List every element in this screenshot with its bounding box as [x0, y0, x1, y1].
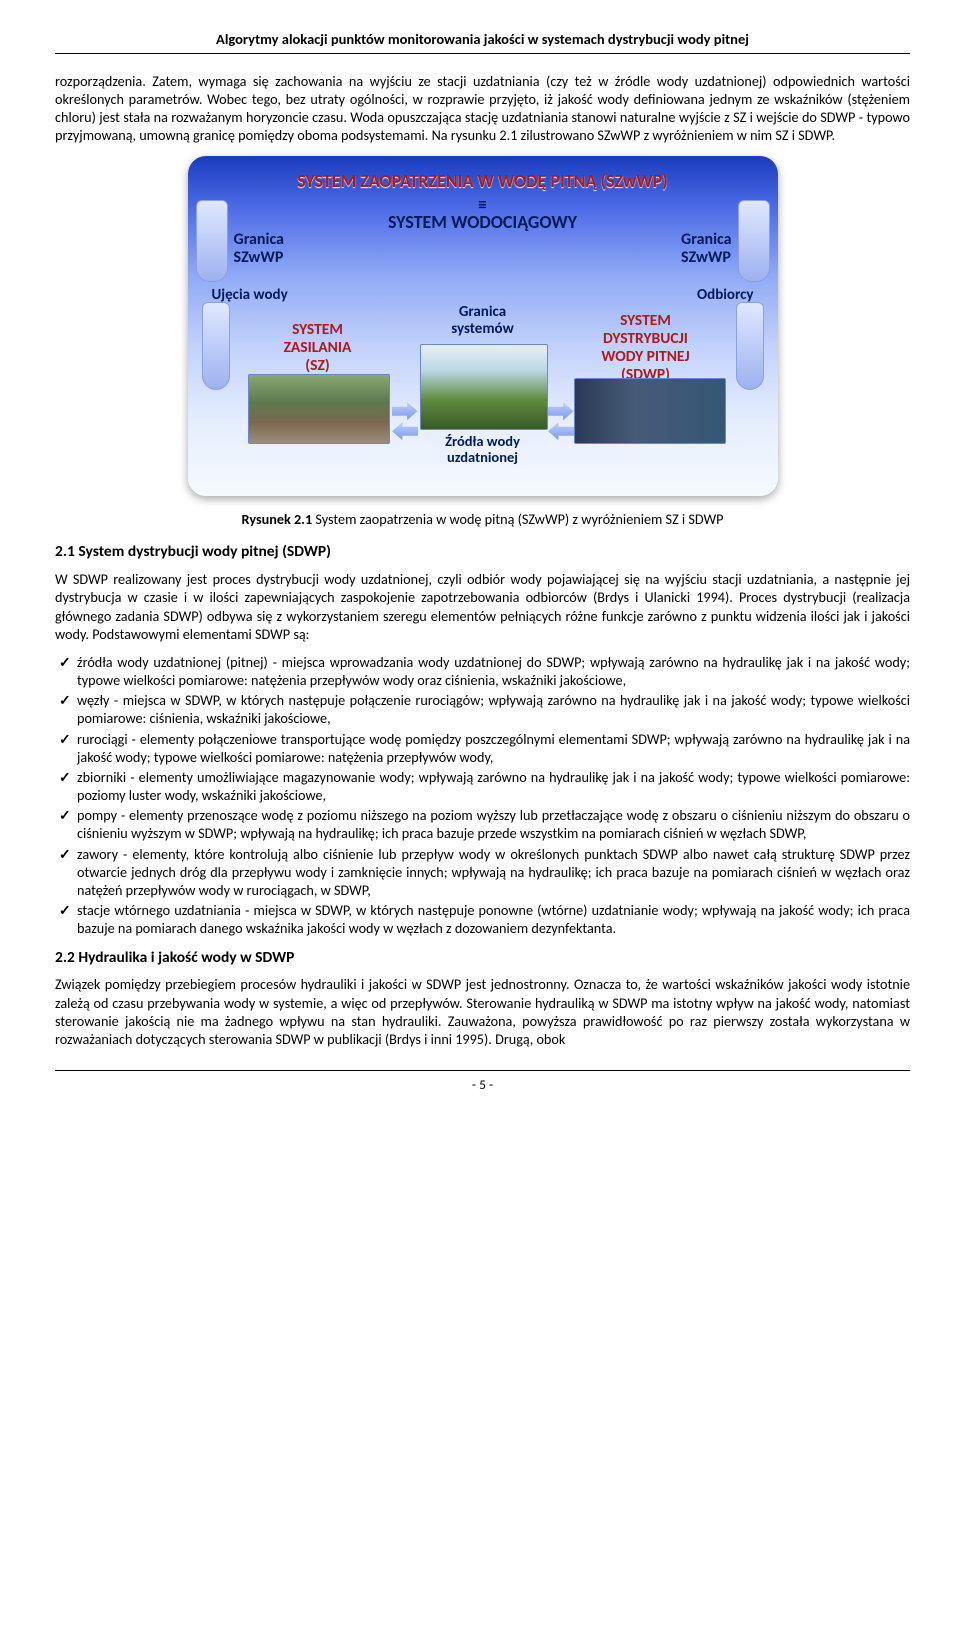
box-sdwp: SYSTEM DYSTRYBUCJI WODY PITNEJ (SDWP): [566, 312, 726, 383]
granica-left-label: Granica SZwWP: [234, 231, 284, 266]
granica-right-label: Granica SZwWP: [681, 231, 731, 266]
granica-systemow-label: Granica systemów: [426, 304, 540, 337]
figure-caption: Rysunek 2.1 System zaopatrzenia w wodę p…: [55, 510, 910, 528]
list-item: zawory - elementy, które kontrolują albo…: [55, 845, 910, 900]
section-2-1-title: 2.1 System dystrybucji wody pitnej (SDWP…: [55, 542, 910, 562]
caption-label: Rysunek 2.1: [241, 510, 312, 528]
diagram-image-intake: [248, 374, 390, 444]
list-item: węzły - miejsca w SDWP, w których następ…: [55, 691, 910, 727]
curve-arrow-left-2: [202, 302, 230, 390]
curve-arrow-right-2: [736, 302, 764, 390]
zrodla-label: Źródła wody uzdatnionej: [406, 434, 560, 466]
page-footer: - 5 -: [55, 1070, 910, 1093]
diagram-image-treatment: [420, 344, 548, 430]
section-2-2-paragraph: Związek pomiędzy przebiegiem procesów hy…: [55, 975, 910, 1048]
ujecia-label: Ujęcia wody: [212, 286, 288, 305]
odbiorcy-label: Odbiorcy: [697, 286, 754, 305]
section-2-1-paragraph: W SDWP realizowany jest proces dystrybuc…: [55, 570, 910, 643]
diagram-image-distribution: [574, 378, 726, 444]
page-header: Algorytmy alokacji punktów monitorowania…: [55, 30, 910, 54]
diagram-title-main: SYSTEM ZAOPATRZENIA W WODĘ PITNĄ (SZwWP): [188, 170, 778, 193]
list-item: rurociągi - elementy połączeniowe transp…: [55, 730, 910, 766]
list-item: stacje wtórnego uzdatniania - miejsca w …: [55, 901, 910, 937]
arrow-right-icon: [548, 402, 574, 420]
sdwp-elements-list: źródła wody uzdatnionej (pitnej) - miejs…: [55, 653, 910, 938]
page-number: - 5 -: [472, 1076, 493, 1093]
section-2-2-title: 2.2 Hydraulika i jakość wody w SDWP: [55, 948, 910, 968]
list-item: pompy - elementy przenoszące wodę z pozi…: [55, 806, 910, 842]
system-diagram: SYSTEM ZAOPATRZENIA W WODĘ PITNĄ (SZwWP)…: [188, 156, 778, 496]
arrow-right-icon: [392, 402, 418, 420]
list-item: źródła wody uzdatnionej (pitnej) - miejs…: [55, 653, 910, 689]
diagram-wrap: SYSTEM ZAOPATRZENIA W WODĘ PITNĄ (SZwWP)…: [188, 156, 778, 496]
caption-text: System zaopatrzenia w wodę pitną (SZwWP)…: [312, 510, 723, 528]
intro-paragraph: rozporządzenia. Zatem, wymaga się zachow…: [55, 72, 910, 145]
box-sz: SYSTEM ZASILANIA (SZ): [248, 321, 388, 374]
list-item: zbiorniki - elementy umożliwiające magaz…: [55, 768, 910, 804]
